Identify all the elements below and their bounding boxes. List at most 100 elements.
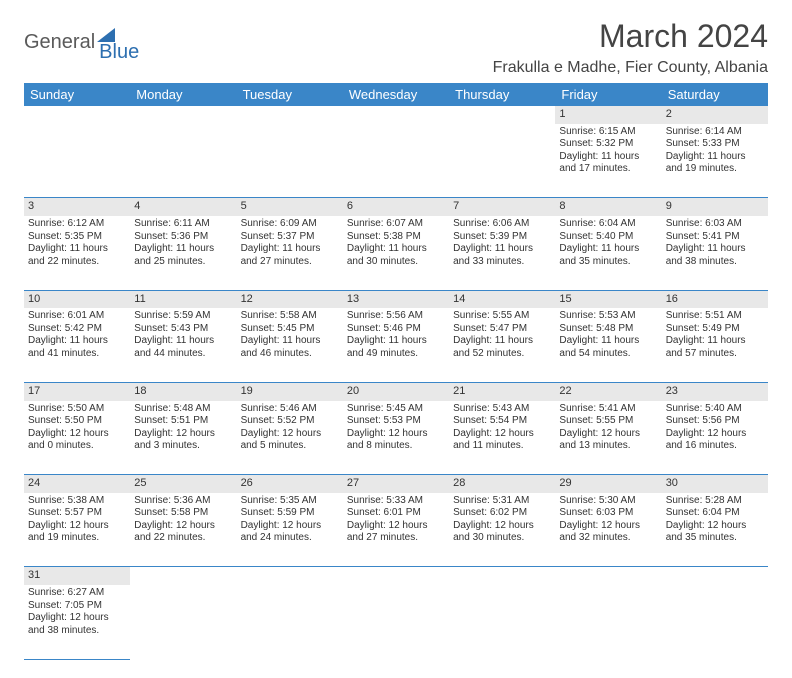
sunrise-text: Sunrise: 5:30 AM — [559, 495, 657, 508]
daylight-text: and 30 minutes. — [347, 256, 445, 269]
day-number: 29 — [559, 477, 571, 489]
daylight-text: and 8 minutes. — [347, 440, 445, 453]
weekday-header-row: Sunday Monday Tuesday Wednesday Thursday… — [24, 83, 768, 106]
sunrise-text: Sunrise: 6:09 AM — [241, 218, 339, 231]
daynum-cell: 3 — [24, 198, 130, 216]
day-number: 14 — [453, 293, 465, 305]
detail-cell: Sunrise: 5:31 AMSunset: 6:02 PMDaylight:… — [449, 493, 555, 567]
weekday-header: Friday — [555, 83, 661, 106]
day-number: 21 — [453, 385, 465, 397]
daynum-cell — [130, 567, 236, 585]
daynum-cell: 23 — [662, 382, 768, 400]
daylight-text: and 24 minutes. — [241, 532, 339, 545]
daynum-cell: 29 — [555, 475, 661, 493]
day-number: 10 — [28, 293, 40, 305]
daylight-text: and 19 minutes. — [28, 532, 126, 545]
detail-cell — [449, 585, 555, 659]
detail-row: Sunrise: 6:01 AMSunset: 5:42 PMDaylight:… — [24, 308, 768, 382]
daynum-cell: 16 — [662, 290, 768, 308]
logo: General Blue — [24, 26, 159, 59]
sunset-text: Sunset: 5:51 PM — [134, 415, 232, 428]
daylight-text: and 25 minutes. — [134, 256, 232, 269]
day-number: 17 — [28, 385, 40, 397]
daynum-cell — [130, 106, 236, 124]
daylight-text: Daylight: 12 hours — [453, 520, 551, 533]
sunrise-text: Sunrise: 6:12 AM — [28, 218, 126, 231]
day-number: 8 — [559, 200, 565, 212]
daynum-cell: 19 — [237, 382, 343, 400]
daylight-text: Daylight: 11 hours — [559, 243, 657, 256]
daylight-text: and 38 minutes. — [666, 256, 764, 269]
daylight-text: and 41 minutes. — [28, 348, 126, 361]
detail-cell: Sunrise: 5:56 AMSunset: 5:46 PMDaylight:… — [343, 308, 449, 382]
detail-cell: Sunrise: 5:40 AMSunset: 5:56 PMDaylight:… — [662, 401, 768, 475]
sunset-text: Sunset: 6:02 PM — [453, 507, 551, 520]
day-number: 15 — [559, 293, 571, 305]
detail-cell: Sunrise: 6:09 AMSunset: 5:37 PMDaylight:… — [237, 216, 343, 290]
detail-cell: Sunrise: 5:41 AMSunset: 5:55 PMDaylight:… — [555, 401, 661, 475]
location: Frakulla e Madhe, Fier County, Albania — [493, 59, 768, 77]
detail-cell: Sunrise: 5:55 AMSunset: 5:47 PMDaylight:… — [449, 308, 555, 382]
detail-cell — [343, 585, 449, 659]
daynum-cell: 9 — [662, 198, 768, 216]
sunrise-text: Sunrise: 6:03 AM — [666, 218, 764, 231]
daynum-cell: 13 — [343, 290, 449, 308]
sunrise-text: Sunrise: 5:33 AM — [347, 495, 445, 508]
month-title: March 2024 — [493, 18, 768, 55]
detail-cell — [237, 124, 343, 198]
daylight-text: Daylight: 11 hours — [559, 335, 657, 348]
detail-cell: Sunrise: 6:15 AMSunset: 5:32 PMDaylight:… — [555, 124, 661, 198]
daynum-cell: 26 — [237, 475, 343, 493]
sunrise-text: Sunrise: 5:53 AM — [559, 310, 657, 323]
detail-row: Sunrise: 6:27 AMSunset: 7:05 PMDaylight:… — [24, 585, 768, 659]
detail-cell: Sunrise: 5:45 AMSunset: 5:53 PMDaylight:… — [343, 401, 449, 475]
sunrise-text: Sunrise: 5:43 AM — [453, 403, 551, 416]
daylight-text: and 22 minutes. — [28, 256, 126, 269]
detail-cell: Sunrise: 5:58 AMSunset: 5:45 PMDaylight:… — [237, 308, 343, 382]
detail-cell: Sunrise: 6:11 AMSunset: 5:36 PMDaylight:… — [130, 216, 236, 290]
daynum-cell: 10 — [24, 290, 130, 308]
daylight-text: Daylight: 11 hours — [134, 335, 232, 348]
sunset-text: Sunset: 5:37 PM — [241, 231, 339, 244]
sunrise-text: Sunrise: 6:14 AM — [666, 126, 764, 139]
daynum-cell — [555, 567, 661, 585]
daylight-text: and 11 minutes. — [453, 440, 551, 453]
sunset-text: Sunset: 5:38 PM — [347, 231, 445, 244]
daylight-text: and 38 minutes. — [28, 625, 126, 638]
sunrise-text: Sunrise: 5:41 AM — [559, 403, 657, 416]
daynum-row: 10111213141516 — [24, 290, 768, 308]
daylight-text: and 44 minutes. — [134, 348, 232, 361]
sunrise-text: Sunrise: 5:58 AM — [241, 310, 339, 323]
day-number: 26 — [241, 477, 253, 489]
sunset-text: Sunset: 6:01 PM — [347, 507, 445, 520]
detail-cell — [555, 585, 661, 659]
sunset-text: Sunset: 5:59 PM — [241, 507, 339, 520]
daynum-cell — [237, 106, 343, 124]
sunset-text: Sunset: 7:05 PM — [28, 600, 126, 613]
weekday-header: Wednesday — [343, 83, 449, 106]
detail-cell: Sunrise: 6:06 AMSunset: 5:39 PMDaylight:… — [449, 216, 555, 290]
daylight-text: and 33 minutes. — [453, 256, 551, 269]
daylight-text: and 30 minutes. — [453, 532, 551, 545]
daynum-cell: 14 — [449, 290, 555, 308]
sunrise-text: Sunrise: 5:40 AM — [666, 403, 764, 416]
title-block: March 2024 Frakulla e Madhe, Fier County… — [493, 18, 768, 77]
calendar-document: General Blue March 2024 Frakulla e Madhe… — [0, 0, 792, 678]
weekday-header: Monday — [130, 83, 236, 106]
daynum-cell — [24, 106, 130, 124]
day-number: 23 — [666, 385, 678, 397]
calendar-body: 12 Sunrise: 6:15 AMSunset: 5:32 PMDaylig… — [24, 106, 768, 659]
detail-row: Sunrise: 6:12 AMSunset: 5:35 PMDaylight:… — [24, 216, 768, 290]
daynum-cell — [449, 106, 555, 124]
detail-cell: Sunrise: 6:14 AMSunset: 5:33 PMDaylight:… — [662, 124, 768, 198]
daynum-cell — [343, 567, 449, 585]
daylight-text: and 0 minutes. — [28, 440, 126, 453]
daylight-text: Daylight: 12 hours — [134, 520, 232, 533]
detail-cell — [662, 585, 768, 659]
daylight-text: Daylight: 11 hours — [241, 335, 339, 348]
daylight-text: and 22 minutes. — [134, 532, 232, 545]
detail-cell: Sunrise: 5:30 AMSunset: 6:03 PMDaylight:… — [555, 493, 661, 567]
daylight-text: Daylight: 12 hours — [559, 520, 657, 533]
detail-cell: Sunrise: 5:50 AMSunset: 5:50 PMDaylight:… — [24, 401, 130, 475]
daylight-text: Daylight: 11 hours — [134, 243, 232, 256]
